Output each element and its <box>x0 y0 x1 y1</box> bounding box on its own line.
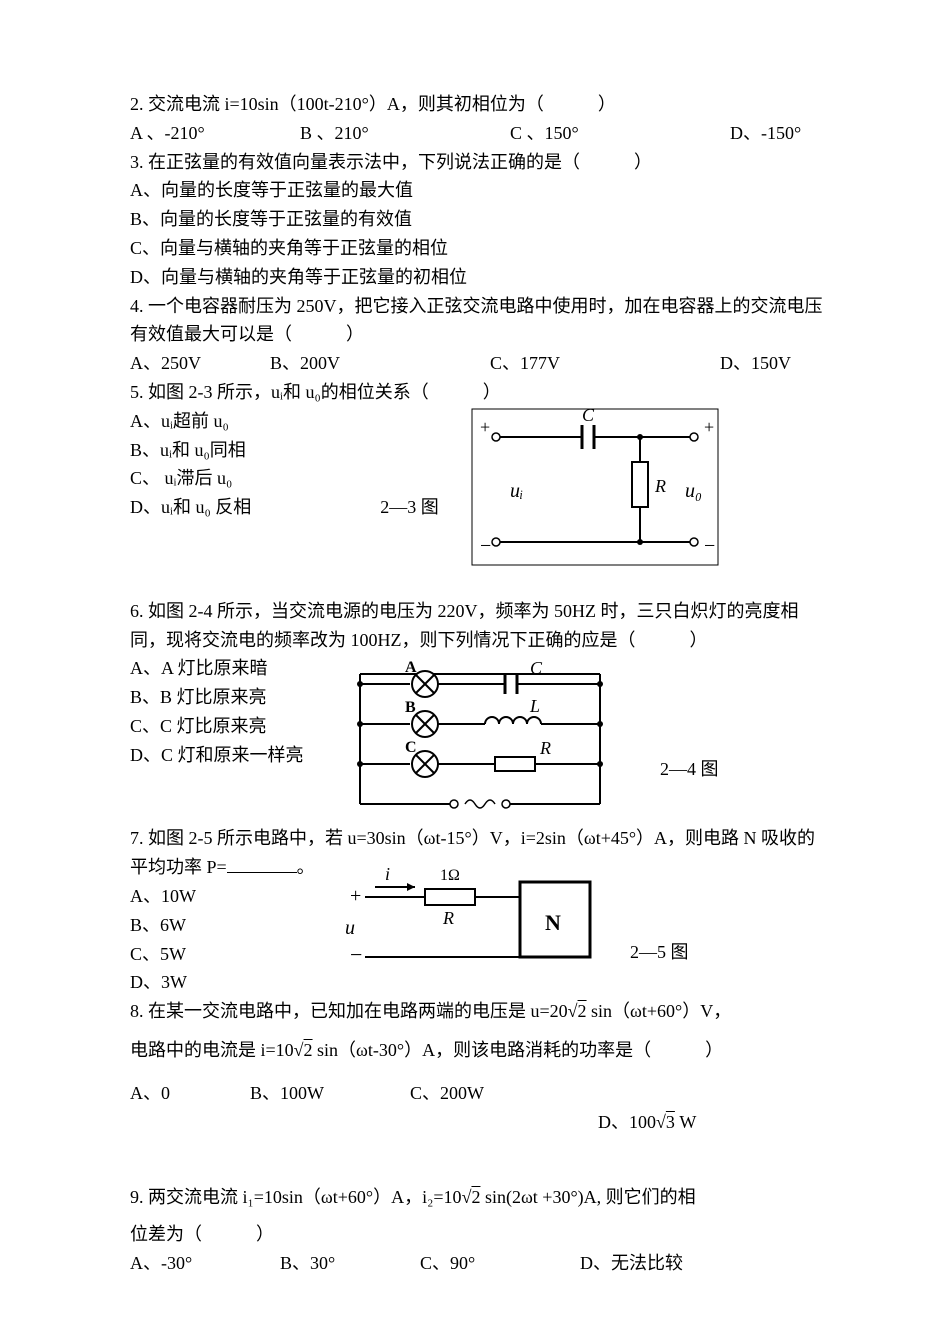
q6-stem: 6. 如图 2-4 所示，当交流电源的电压为 220V，频率为 50HZ 时，三… <box>130 597 825 655</box>
q2-opt-b: B 、210° <box>300 119 510 148</box>
q8-stem-line2: 电路中的电流是 i=10√2 sin（ωt-30°）A，则该电路消耗的功率是（ … <box>130 1036 825 1065</box>
q6-row: A、A 灯比原来暗 B、B 灯比原来亮 C、C 灯比原来亮 D、C 灯和原来一样… <box>130 654 825 824</box>
q6-opt-d: D、C 灯和原来一样亮 <box>130 741 330 770</box>
q8-opt-c: C、200W <box>410 1079 580 1165</box>
q4-opt-a: A、250V <box>130 349 270 378</box>
q5-fig-label-inline: 2—3 图 <box>380 497 439 517</box>
q7-opt-a: A、10W <box>130 882 330 911</box>
q5-plus-right: + <box>704 417 714 437</box>
q5-row: A、uᵢ超前 u₀ B、uᵢ和 u₀同相 C、 uᵢ滞后 u₀ D、uᵢ和 u₀… <box>130 407 825 567</box>
q5-plus-left: + <box>480 417 490 437</box>
q5-ui-label: uᵢ <box>510 480 523 502</box>
q6-opt-a: A、A 灯比原来暗 <box>130 654 330 683</box>
q7-opt-c: C、5W <box>130 940 330 969</box>
q7-opt-b: B、6W <box>130 911 330 940</box>
q6-figure: A C B L C <box>330 654 630 824</box>
q7-figure: i + 1Ω R N − u <box>330 862 610 982</box>
q8-stem-b: 电路中的电流是 i=10 <box>130 1040 294 1060</box>
q8-opt-d: D、100√3 W <box>580 1079 696 1165</box>
q3-opt-a: A、向量的长度等于正弦量的最大值 <box>130 176 825 205</box>
q8-options: A、0 B、100W C、200W D、100√3 W <box>130 1079 825 1165</box>
q8-stem-line1: 8. 在某一交流电路中，已知加在电路两端的电压是 u=20√2 sin（ωt+6… <box>130 997 825 1026</box>
q8-opt-d-pre: D、100 <box>598 1112 656 1132</box>
q2-stem: 2. 交流电流 i=10sin（100t-210°）A，则其初相位为（ ） <box>130 90 825 119</box>
q8-opt-b: B、100W <box>250 1079 410 1165</box>
q8-opt-d-post: W <box>675 1112 697 1132</box>
q7-i-label: i <box>385 864 390 884</box>
q4-opt-d: D、150V <box>720 349 791 378</box>
q5-opt-a: A、uᵢ超前 u₀ <box>130 407 470 436</box>
q9-opt-a: A、-30° <box>130 1249 280 1278</box>
q3-stem: 3. 在正弦量的有效值向量表示法中，下列说法正确的是（ ） <box>130 148 825 177</box>
q7-ohm-label: 1Ω <box>440 867 460 884</box>
q9-opt-d: D、无法比较 <box>580 1249 683 1278</box>
q2-options: A 、-210° B 、210° C 、150° D、-150° <box>130 119 825 148</box>
q7-n-label: N <box>545 910 561 935</box>
q6-a-label: A <box>405 659 417 676</box>
q6-l-label: L <box>529 696 540 716</box>
q7-circuit-svg: i + 1Ω R N − u <box>330 862 610 982</box>
q6-opt-b: B、B 灯比原来亮 <box>130 683 330 712</box>
q8-sqrt-1: 2 <box>578 1001 587 1021</box>
q9-stem-a2: sin(2ωt +30°)A, 则它们的相 <box>480 1187 695 1207</box>
q8-stem-a2: sin（ωt+60°）V， <box>587 1001 732 1021</box>
q4-options: A、250V B、200V C、177V D、150V <box>130 349 825 378</box>
q6-opt-c: C、C 灯比原来亮 <box>130 712 330 741</box>
q3-opt-d: D、向量与横轴的夹角等于正弦量的初相位 <box>130 263 825 292</box>
q8-opt-a: A、0 <box>130 1079 250 1165</box>
q6-c-label: C <box>530 658 543 678</box>
q5-c-label: C <box>582 407 595 425</box>
q7-blank <box>227 854 297 873</box>
q7-minus: − <box>350 942 362 967</box>
q5-uo-label: u₀ <box>685 480 702 502</box>
q4-stem: 4. 一个电容器耐压为 250V，把它接入正弦交流电路中使用时，加在电容器上的交… <box>130 292 825 350</box>
q4-opt-c: C、177V <box>490 349 720 378</box>
q5-stem: 5. 如图 2-3 所示，uᵢ和 u₀的相位关系（ ） <box>130 378 825 407</box>
q5-r-label: R <box>654 476 666 496</box>
q9-opt-b: B、30° <box>280 1249 420 1278</box>
q7-stem-b: 。 <box>297 857 315 877</box>
q9-opt-c: C、90° <box>420 1249 580 1278</box>
q8-stem-a: 8. 在某一交流电路中，已知加在电路两端的电压是 u=20 <box>130 1001 568 1021</box>
q8-opt-d-sqrt: 3 <box>666 1112 675 1132</box>
q9-options: A、-30° B、30° C、90° D、无法比较 <box>130 1249 825 1278</box>
q7-plus: + <box>350 885 361 907</box>
q5-circuit-svg: C + + R − − uᵢ u₀ <box>470 407 720 567</box>
q7-fig-label: 2—5 图 <box>630 938 689 967</box>
q3-opt-b: B、向量的长度等于正弦量的有效值 <box>130 205 825 234</box>
q5-minus-right: − <box>704 535 715 557</box>
q7-opt-d: D、3W <box>130 968 330 997</box>
q8-stem-b2: sin（ωt-30°）A，则该电路消耗的功率是（ ） <box>313 1040 724 1060</box>
q7-u-label: u <box>345 917 355 939</box>
q2-opt-a: A 、-210° <box>130 119 300 148</box>
q5-figure: C + + R − − uᵢ u₀ <box>470 407 720 567</box>
q7-row: A、10W B、6W C、5W D、3W i + 1Ω R N − u <box>130 882 825 997</box>
q2-opt-d: D、-150° <box>730 119 801 148</box>
q4-opt-b: B、200V <box>270 349 490 378</box>
q8-sqrt-2: 2 <box>304 1040 313 1060</box>
q6-cc-label: C <box>405 739 417 756</box>
q5-opt-b: B、uᵢ和 u₀同相 <box>130 436 470 465</box>
q2-opt-c: C 、150° <box>510 119 730 148</box>
q9-stem-line1: 9. 两交流电流 i₁=10sin（ωt+60°）A，i₂=10√2 sin(2… <box>130 1183 825 1212</box>
q6-r-label: R <box>539 738 551 758</box>
q5-opt-d: D、uᵢ和 u₀ 反相 2—3 图 <box>130 493 470 522</box>
q5-opt-c: C、 uᵢ滞后 u₀ <box>130 464 470 493</box>
q6-fig-label: 2—4 图 <box>660 755 719 784</box>
q9-stem-line2: 位差为（ ） <box>130 1220 825 1249</box>
q6-b-label: B <box>405 699 416 716</box>
q9-stem-a: 9. 两交流电流 i₁=10sin（ωt+60°）A，i₂=10 <box>130 1187 462 1207</box>
q7-r-label: R <box>442 908 454 928</box>
q5-minus-left: − <box>480 535 491 557</box>
q3-opt-c: C、向量与横轴的夹角等于正弦量的相位 <box>130 234 825 263</box>
q6-circuit-svg: A C B L C <box>330 654 630 824</box>
q5-opt-d-text: D、uᵢ和 u₀ 反相 <box>130 497 251 517</box>
